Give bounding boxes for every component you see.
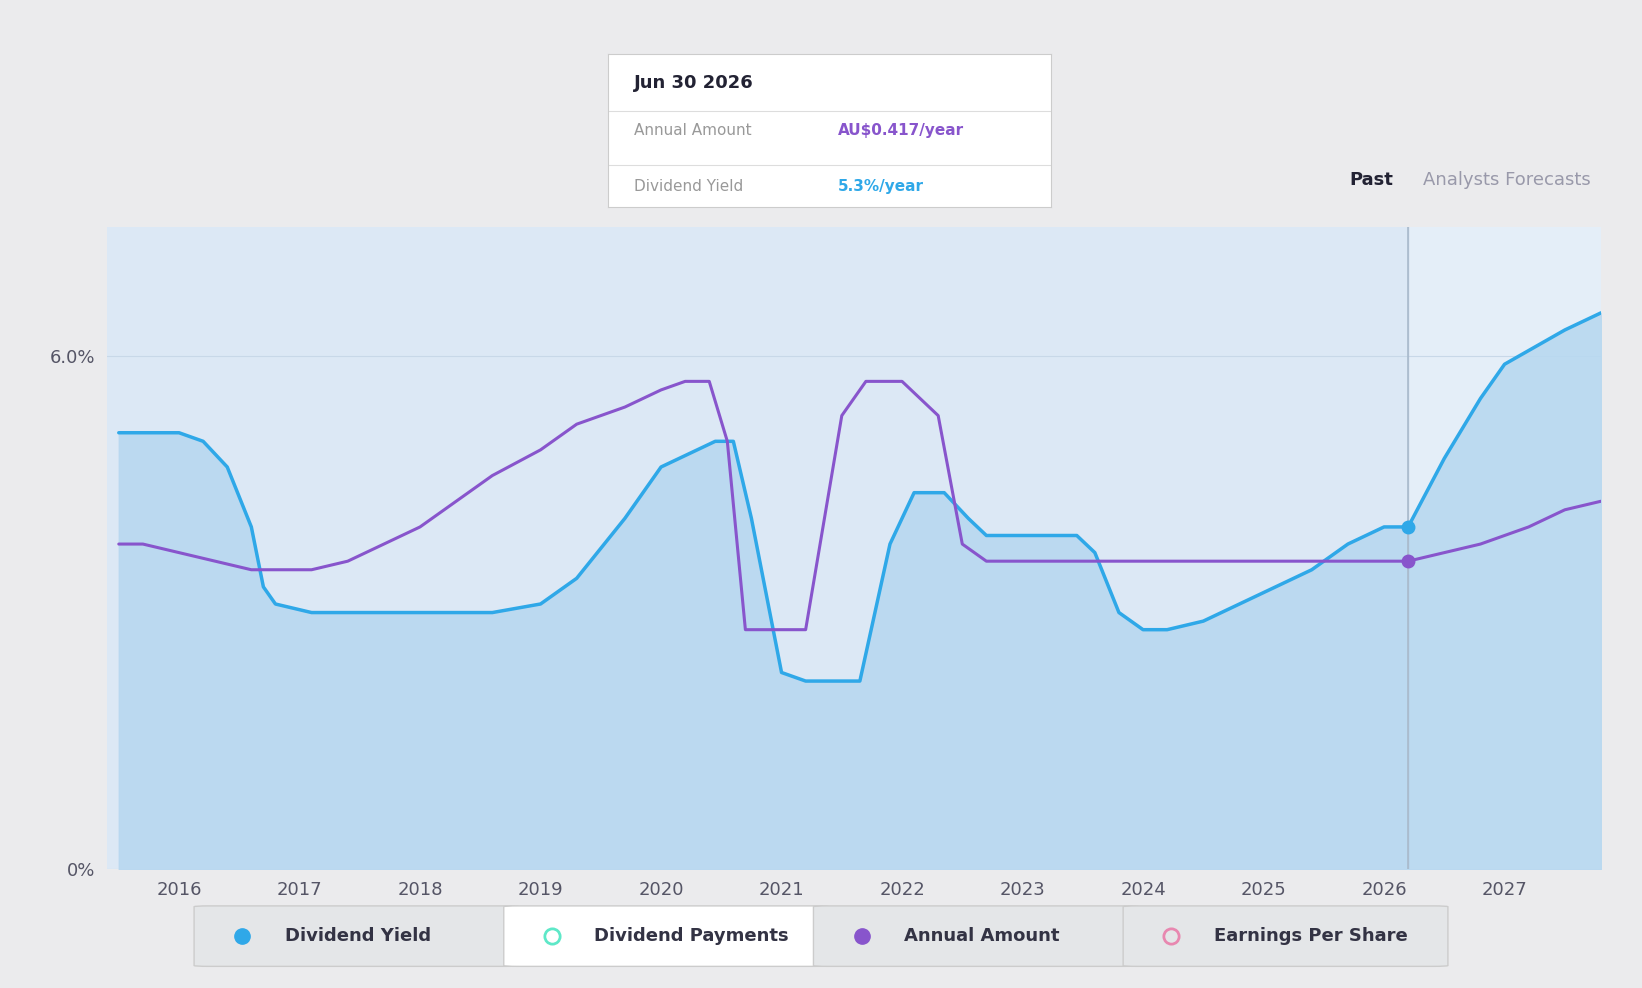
FancyBboxPatch shape [504,906,829,966]
FancyBboxPatch shape [813,906,1138,966]
FancyBboxPatch shape [194,906,519,966]
Text: AU$0.417/year: AU$0.417/year [837,124,964,138]
Text: Past: Past [1350,171,1392,189]
Text: Dividend Yield: Dividend Yield [634,179,744,194]
Text: Annual Amount: Annual Amount [905,927,1059,946]
Text: Analysts Forecasts: Analysts Forecasts [1424,171,1591,189]
Text: Dividend Payments: Dividend Payments [594,927,790,946]
FancyBboxPatch shape [1123,906,1448,966]
Text: Jun 30 2026: Jun 30 2026 [634,74,754,92]
Text: Annual Amount: Annual Amount [634,124,752,138]
Bar [1409,227,1601,869]
Text: Earnings Per Share: Earnings Per Share [1213,927,1407,946]
Text: Dividend Yield: Dividend Yield [284,927,430,946]
Text: 5.3%/year: 5.3%/year [837,179,924,194]
